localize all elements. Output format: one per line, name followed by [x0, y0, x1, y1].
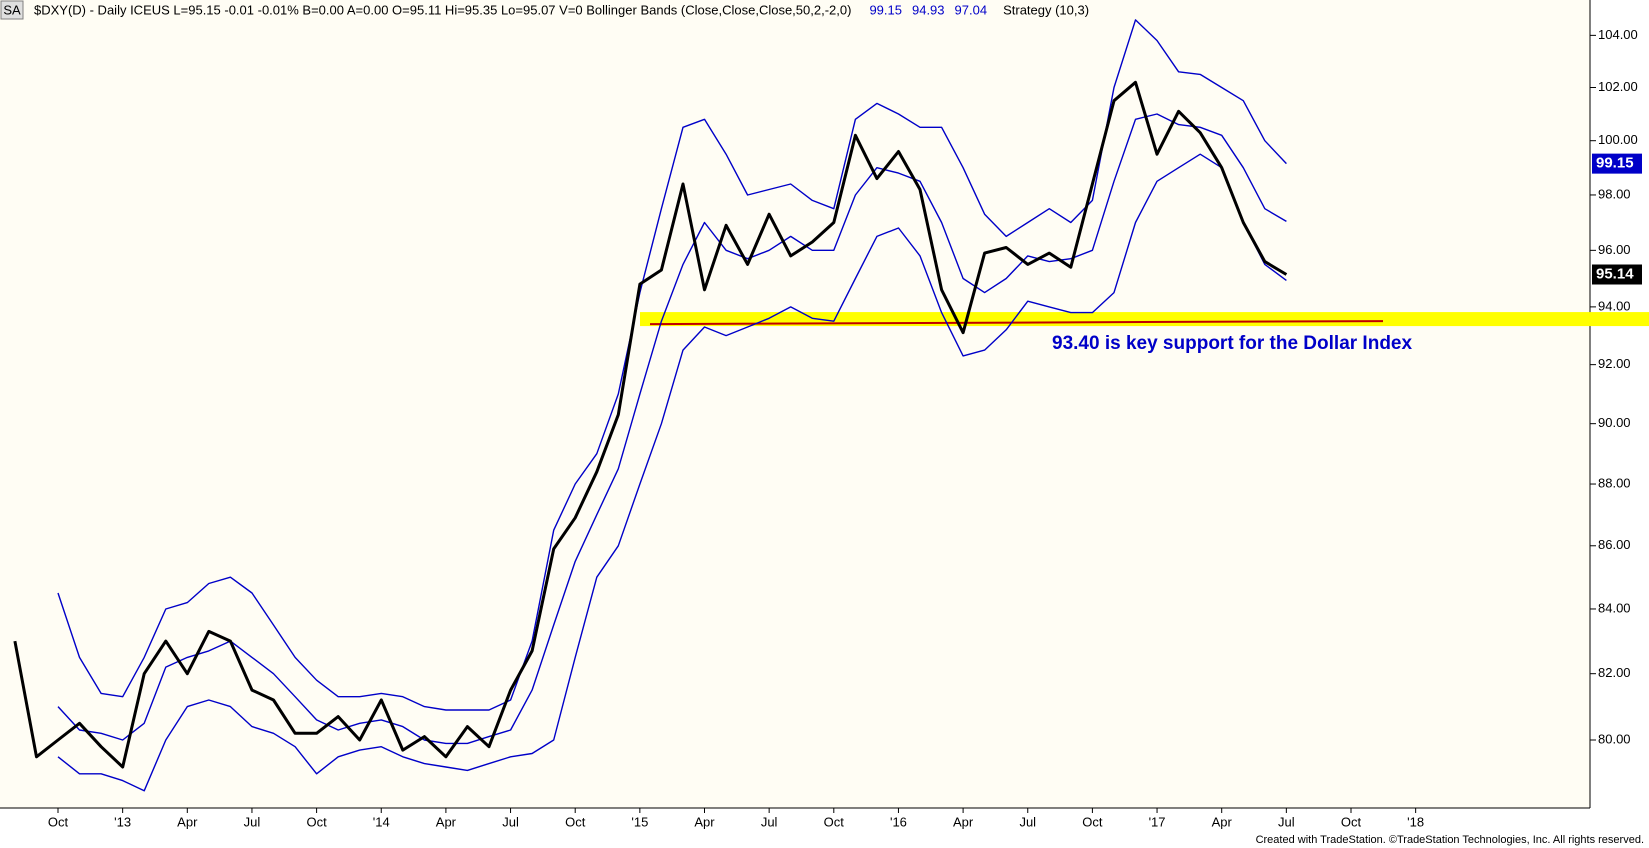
x-tick-label: '14: [373, 814, 390, 829]
y-tick-label: 96.00: [1598, 242, 1631, 257]
x-tick-label: Oct: [1082, 814, 1103, 829]
price-badge: [1592, 153, 1642, 174]
x-tick-label: Oct: [48, 814, 69, 829]
band-line: [57, 153, 1287, 792]
x-tick-label: Jul: [761, 814, 778, 829]
band-line: [57, 19, 1287, 711]
symbol-box: [0, 0, 24, 20]
band-line: [57, 113, 1287, 745]
y-tick-label: 88.00: [1598, 475, 1631, 490]
price-badge-label: 99.15: [1596, 155, 1634, 172]
y-tick-label: 102.00: [1598, 79, 1638, 94]
y-tick-label: 80.00: [1598, 731, 1631, 746]
y-tick-label: 86.00: [1598, 537, 1631, 552]
x-tick-label: '15: [631, 814, 648, 829]
plot-background: [0, 0, 1590, 808]
x-tick-label: Oct: [1341, 814, 1362, 829]
x-tick-label: Apr: [1212, 814, 1233, 829]
y-tick-label: 92.00: [1598, 356, 1631, 371]
x-tick-label: Apr: [436, 814, 457, 829]
x-tick-label: '18: [1407, 814, 1424, 829]
y-tick-label: 90.00: [1598, 415, 1631, 430]
x-tick-label: Jul: [1278, 814, 1295, 829]
support-line: [649, 320, 1384, 326]
x-tick-label: Jul: [244, 814, 261, 829]
y-tick-label: 104.00: [1598, 27, 1638, 42]
y-tick-label: 84.00: [1598, 600, 1631, 615]
x-tick-label: '17: [1149, 814, 1166, 829]
symbol-label: SA: [3, 2, 21, 17]
x-tick-label: Apr: [953, 814, 974, 829]
x-tick-label: Jul: [1019, 814, 1036, 829]
price-line: [13, 80, 1288, 769]
x-tick-label: Oct: [306, 814, 327, 829]
header-value: 94.93: [912, 2, 945, 17]
header-value: 99.15: [869, 2, 902, 17]
x-tick-label: Apr: [177, 814, 198, 829]
x-tick-label: Jul: [502, 814, 519, 829]
price-badge: [1592, 264, 1642, 285]
y-tick-label: 100.00: [1598, 132, 1638, 147]
strategy-label: Strategy (10,3): [1003, 2, 1089, 17]
chart-title: $DXY(D) - Daily ICEUS L=95.15 -0.01 -0.0…: [34, 2, 851, 17]
y-tick-label: 98.00: [1598, 186, 1631, 201]
x-tick-label: Oct: [565, 814, 586, 829]
x-tick-label: '16: [890, 814, 907, 829]
price-badge-label: 95.14: [1596, 265, 1634, 282]
x-tick-label: '13: [114, 814, 131, 829]
footer: Created with TradeStation. ©TradeStation…: [1256, 834, 1644, 846]
y-tick-label: 82.00: [1598, 665, 1631, 680]
x-tick-label: Apr: [694, 814, 715, 829]
support-annotation: 93.40 is key support for the Dollar Inde…: [1052, 333, 1412, 354]
x-tick-label: Oct: [824, 814, 845, 829]
y-tick-label: 94.00: [1598, 298, 1631, 313]
header-value: 97.04: [955, 2, 988, 17]
